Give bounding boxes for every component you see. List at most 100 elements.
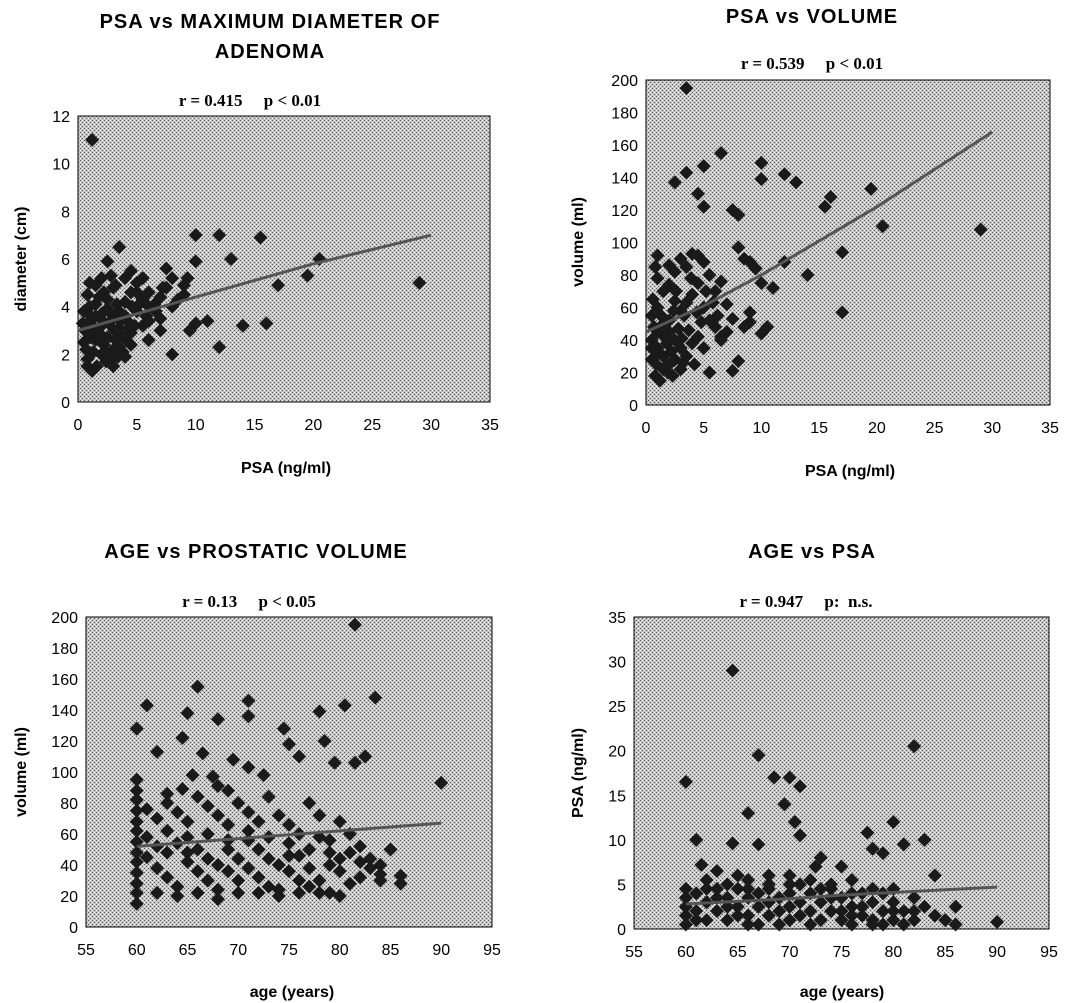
data-point — [679, 259, 694, 274]
y-tick-label: 10 — [608, 833, 626, 850]
x-tick-label: 15 — [810, 420, 828, 437]
y-tick-label: 25 — [608, 699, 626, 716]
chart-age-vs-psa: AGE vs PSA r = 0.947 p: n.s. age (years)… — [570, 541, 1050, 1001]
data-point — [787, 815, 802, 830]
data-point — [170, 805, 185, 820]
y-tick-label: 160 — [51, 672, 78, 689]
data-point — [302, 879, 317, 894]
data-point — [824, 877, 839, 892]
data-point — [276, 721, 291, 736]
data-point — [160, 870, 175, 885]
x-tick-label: 0 — [642, 420, 651, 437]
x-tick-label: 30 — [422, 417, 440, 434]
data-point — [793, 779, 807, 794]
data-point — [129, 803, 144, 818]
data-point — [92, 290, 107, 305]
plot-area — [645, 79, 1051, 406]
x-tick-label: 75 — [280, 942, 298, 959]
data-point — [261, 789, 276, 804]
y-tick-label: 8 — [61, 204, 70, 221]
x-tick-label: 60 — [677, 944, 695, 961]
correlation-stat: r = 0.415 p < 0.01 — [179, 91, 321, 110]
y-tick-label: 10 — [52, 157, 70, 174]
data-point — [190, 864, 205, 879]
data-point — [165, 347, 180, 362]
data-point — [694, 857, 709, 872]
data-point — [235, 318, 250, 333]
x-axis-label: age (years) — [250, 984, 335, 1001]
data-point — [973, 222, 988, 237]
data-point — [312, 704, 327, 719]
y-tick-label: 140 — [611, 171, 638, 188]
data-point — [210, 712, 225, 727]
data-point — [645, 292, 660, 307]
y-tick-label: 180 — [51, 641, 78, 658]
data-point — [109, 297, 124, 312]
data-point — [353, 854, 368, 869]
data-point — [160, 845, 175, 860]
data-point — [834, 904, 849, 919]
data-point — [896, 904, 911, 919]
data-point — [793, 828, 807, 843]
data-point — [210, 858, 225, 872]
data-point — [212, 228, 227, 243]
y-tick-label: 180 — [611, 106, 638, 123]
data-point — [907, 739, 922, 754]
data-point — [195, 746, 210, 761]
data-point — [129, 721, 144, 736]
data-point — [159, 261, 174, 276]
data-point — [188, 228, 203, 243]
data-point — [129, 275, 144, 290]
trend-line — [136, 821, 442, 848]
data-point — [80, 352, 95, 367]
data-point — [81, 306, 96, 321]
data-point — [699, 872, 714, 887]
x-tick-label: 85 — [936, 944, 954, 961]
chart-0-marks: 0 5 10 15 20 25 30 35 0 2 4 6 8 10 12 — [52, 109, 499, 434]
data-point — [241, 805, 256, 820]
data-point — [139, 698, 154, 713]
data-point — [665, 368, 680, 383]
data-point — [760, 320, 775, 334]
data-point — [761, 908, 776, 923]
data-point — [782, 877, 797, 892]
data-point — [699, 881, 714, 896]
data-point — [256, 768, 271, 783]
data-point — [761, 881, 776, 896]
data-point — [373, 858, 388, 872]
data-point — [725, 363, 740, 378]
x-tick-label: 55 — [77, 942, 95, 959]
data-point — [129, 865, 144, 880]
data-point — [212, 340, 227, 355]
data-point — [312, 808, 327, 823]
data-point — [824, 904, 839, 919]
x-tick-label: 20 — [868, 420, 886, 437]
data-point — [719, 324, 734, 339]
y-tick-label: 0 — [617, 922, 626, 939]
data-point — [650, 271, 665, 286]
data-point — [708, 284, 723, 299]
data-point — [741, 908, 756, 923]
data-point — [710, 881, 724, 896]
data-point — [844, 899, 859, 914]
data-point — [190, 789, 205, 804]
y-tick-label: 140 — [51, 703, 78, 720]
plot-area — [77, 115, 491, 403]
data-point — [652, 373, 667, 388]
data-point — [725, 836, 740, 851]
data-point — [155, 280, 170, 295]
data-point — [292, 873, 307, 888]
data-point — [689, 886, 704, 901]
data-point — [714, 274, 729, 289]
y-tick-label: 5 — [617, 877, 626, 894]
data-point — [80, 287, 95, 302]
data-point — [231, 796, 246, 810]
data-point — [710, 904, 724, 919]
data-point — [129, 792, 144, 807]
data-point — [180, 706, 195, 721]
data-point — [112, 240, 127, 255]
data-point — [153, 323, 168, 338]
x-tick-label: 85 — [382, 942, 400, 959]
data-point — [337, 698, 352, 713]
